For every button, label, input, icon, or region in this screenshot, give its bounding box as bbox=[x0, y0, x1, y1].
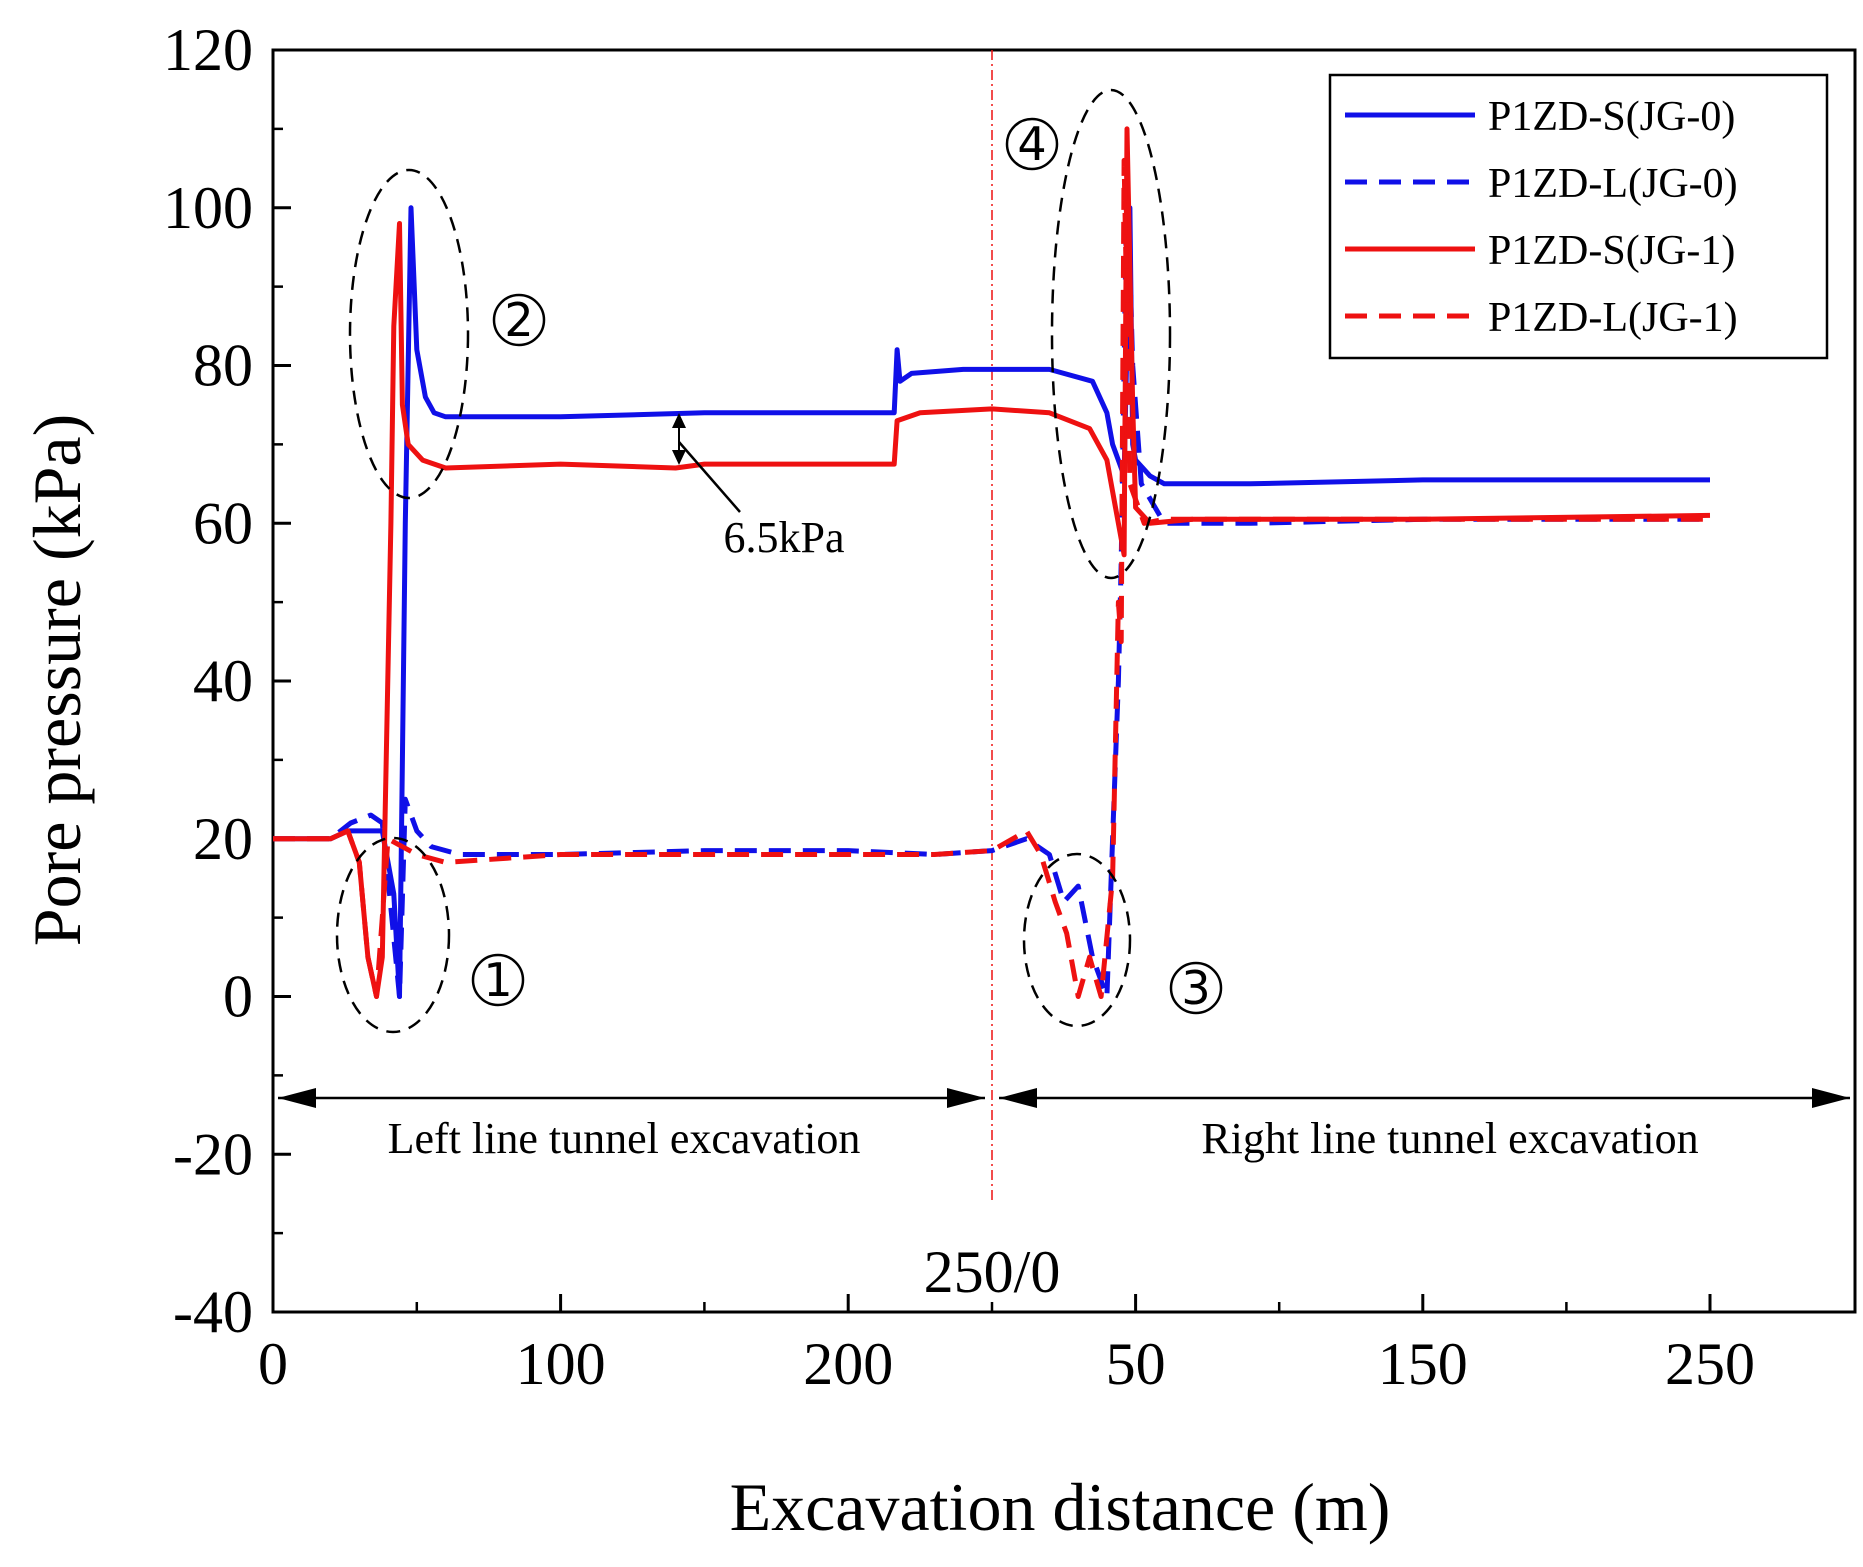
highlight-ellipse-3 bbox=[1022, 852, 1132, 1028]
circle-marker-1 bbox=[471, 953, 525, 1007]
x-tick-label: 150 bbox=[1378, 1331, 1468, 1397]
right-phase-arrow-head-right bbox=[1812, 1088, 1850, 1108]
y-tick-label: 40 bbox=[193, 648, 253, 714]
y-tick-label: 0 bbox=[223, 964, 253, 1030]
y-tick-label: 80 bbox=[193, 333, 253, 399]
legend-label-2: P1ZD-L(JG-0) bbox=[1488, 161, 1738, 207]
difference-annotation: 6.5kPa bbox=[672, 413, 845, 562]
difference-arrow-up bbox=[672, 413, 686, 428]
highlight-ellipses bbox=[335, 88, 1172, 1034]
x-axis-ticks: 0 100 200 50 150 250 bbox=[258, 1294, 1755, 1397]
difference-leader-line bbox=[678, 441, 741, 513]
circled-label-4-digit: 4 bbox=[1017, 117, 1046, 171]
legend-label-1: P1ZD-S(JG-0) bbox=[1488, 94, 1735, 140]
y-tick-label: -20 bbox=[173, 1121, 253, 1187]
right-phase-label: Right line tunnel excavation bbox=[1201, 1114, 1698, 1163]
series-line-4 bbox=[273, 157, 1710, 999]
circled-label-3-digit: 3 bbox=[1181, 961, 1210, 1015]
circled-label-1-digit: 1 bbox=[483, 953, 512, 1007]
y-axis-title: Pore pressure (kPa) bbox=[19, 414, 95, 947]
circle-marker-4 bbox=[1005, 117, 1059, 171]
right-phase-arrow-head-left bbox=[999, 1088, 1037, 1108]
phase-arrows bbox=[278, 1088, 1850, 1108]
difference-arrow-down bbox=[672, 450, 686, 465]
left-phase-arrow-head-right bbox=[947, 1088, 985, 1108]
legend-items: P1ZD-S(JG-0) P1ZD-L(JG-0) P1ZD-S(JG-1) P1ZD… bbox=[1345, 94, 1738, 341]
circled-label-2-digit: 2 bbox=[504, 293, 533, 347]
highlight-ellipse-4 bbox=[1050, 88, 1172, 580]
difference-label: 6.5kPa bbox=[724, 513, 845, 562]
legend-box bbox=[1328, 73, 1829, 360]
legend-label-4: P1ZD-L(JG-1) bbox=[1488, 295, 1738, 341]
circle-marker-3 bbox=[1169, 961, 1223, 1015]
y-tick-label: -40 bbox=[173, 1279, 253, 1345]
x-axis-title: Excavation distance (m) bbox=[730, 1469, 1391, 1545]
legend: P1ZD-S(JG-0) P1ZD-L(JG-0) P1ZD-S(JG-1) P1ZD… bbox=[1328, 73, 1829, 360]
left-phase-label: Left line tunnel excavation bbox=[388, 1114, 861, 1163]
x-tick-label: 250 bbox=[1665, 1331, 1755, 1397]
x-tick-label: 100 bbox=[516, 1331, 606, 1397]
x-tick-label: 200 bbox=[803, 1331, 893, 1397]
legend-label-3: P1ZD-S(JG-1) bbox=[1488, 228, 1735, 274]
y-tick-label: 60 bbox=[193, 490, 253, 556]
y-tick-label: 20 bbox=[193, 806, 253, 872]
y-axis-ticks: -40 -20 0 20 40 60 80 100 120 bbox=[163, 17, 291, 1345]
divider-label: 250/0 bbox=[924, 1239, 1061, 1305]
x-tick-label: 0 bbox=[258, 1331, 288, 1397]
y-tick-label: 100 bbox=[163, 175, 253, 241]
highlight-ellipse-2 bbox=[348, 168, 470, 500]
left-phase-arrow-head-left bbox=[278, 1088, 316, 1108]
circled-labels: 1 2 3 4 bbox=[471, 117, 1223, 1015]
x-tick-label: 50 bbox=[1106, 1331, 1166, 1397]
y-tick-label: 120 bbox=[163, 17, 253, 83]
circle-marker-2 bbox=[492, 293, 546, 347]
highlight-ellipse-1 bbox=[335, 836, 451, 1034]
